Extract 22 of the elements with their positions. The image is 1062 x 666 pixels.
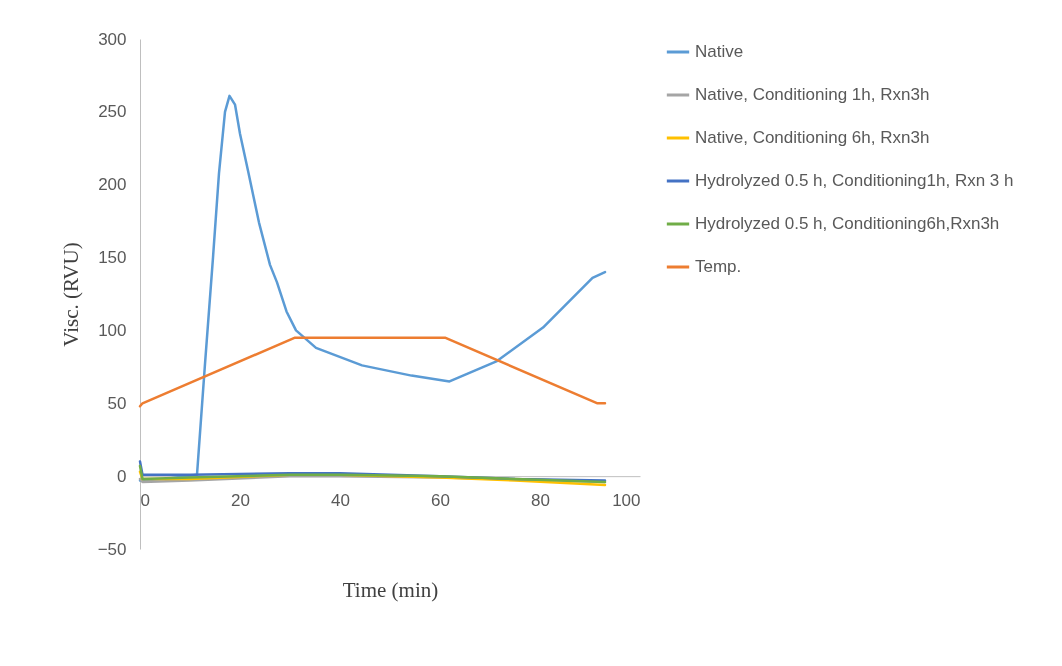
y-axis-title: Visc. (RVU) — [58, 242, 83, 347]
legend-label: Temp. — [695, 257, 742, 276]
x-tick-label: 80 — [531, 490, 550, 510]
x-axis-title: Time (min) — [342, 577, 439, 602]
y-tick-label: 100 — [98, 320, 127, 340]
y-tick-label: 150 — [98, 248, 127, 268]
legend-label: Hydrolyzed 0.5 h, Conditioning1h, Rxn 3 h — [695, 171, 1014, 190]
y-tick-label: 250 — [98, 102, 127, 122]
x-tick-label: 0 — [140, 490, 150, 510]
x-tick-label: 20 — [231, 490, 250, 510]
y-tick-label: 0 — [117, 466, 127, 486]
x-tick-label: 40 — [331, 490, 350, 510]
legend-label: Native, Conditioning 1h, Rxn3h — [695, 85, 930, 104]
y-tick-label: 50 — [107, 393, 127, 413]
y-tick-label: 300 — [98, 29, 127, 49]
y-tick-label: −50 — [97, 539, 127, 559]
legend-label: Native — [695, 42, 744, 61]
y-tick-label: 200 — [98, 175, 127, 195]
legend-label: Native, Conditioning 6h, Rxn3h — [695, 128, 930, 147]
x-tick-label: 60 — [431, 490, 450, 510]
legend-label: Hydrolyzed 0.5 h, Conditioning6h,Rxn3h — [695, 214, 1000, 233]
x-tick-label: 100 — [612, 490, 641, 510]
